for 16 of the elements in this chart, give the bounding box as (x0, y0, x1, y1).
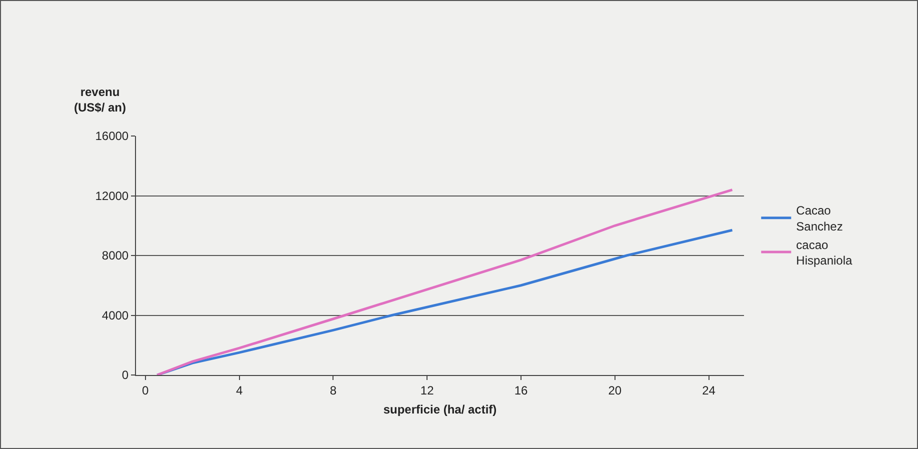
y-tick-label: 4000 (102, 308, 129, 322)
y-axis-title: revenu (US$/ an) (74, 85, 126, 115)
x-axis-title: superficie (ha/ actif) (383, 402, 497, 416)
x-tick-label: 20 (608, 383, 622, 398)
x-tick-label: 8 (330, 383, 337, 398)
y-tick-label: 16000 (95, 129, 129, 144)
x-tick-label: 4 (236, 383, 243, 398)
x-tick-label: 12 (420, 383, 434, 398)
x-tick-label: 16 (514, 383, 528, 398)
x-tick-label: 24 (702, 383, 716, 398)
y-tick-label: 0 (122, 368, 129, 382)
legend-label: cacao Hispaniola (796, 238, 853, 268)
y-tick-label: 12000 (95, 188, 129, 203)
y-tick-label: 8000 (102, 248, 129, 263)
x-tick-label: 0 (142, 383, 150, 398)
line-series (156, 188, 734, 375)
